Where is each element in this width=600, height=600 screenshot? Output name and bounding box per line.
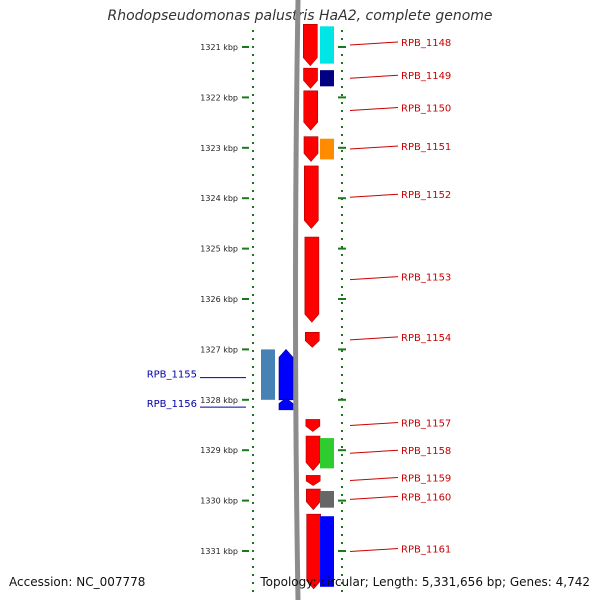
ruler-label: 1321 kbp xyxy=(200,43,238,52)
gene-label-rpb-1155[interactable]: RPB_1155 xyxy=(147,370,197,381)
gene-arrow-rpb-1158[interactable] xyxy=(305,435,321,471)
label-leader xyxy=(349,145,399,150)
gene-arrow-rpb-1159[interactable] xyxy=(305,475,321,486)
gene-arrow-rpb-1154[interactable] xyxy=(304,331,320,348)
gene-band-rpb-1148 xyxy=(320,26,334,64)
gene-label-rpb-1150[interactable]: RPB_1150 xyxy=(401,104,451,115)
gene-band-rpb-1155 xyxy=(261,349,275,400)
label-leader xyxy=(349,41,399,46)
gene-arrow-rpb-1153[interactable] xyxy=(304,236,320,323)
gene-band-rpb-1149 xyxy=(320,70,334,87)
gene-label-rpb-1161[interactable]: RPB_1161 xyxy=(401,545,451,556)
gene-band-rpb-1151 xyxy=(320,138,334,160)
gene-arrow-rpb-1148[interactable] xyxy=(303,24,318,67)
ruler-label: 1326 kbp xyxy=(200,295,238,304)
label-leader xyxy=(349,495,399,500)
label-leader xyxy=(349,449,399,454)
gene-label-rpb-1152[interactable]: RPB_1152 xyxy=(401,190,451,201)
ruler-label: 1328 kbp xyxy=(200,396,238,405)
gene-label-rpb-1149[interactable]: RPB_1149 xyxy=(401,71,451,82)
ruler-label: 1327 kbp xyxy=(200,345,238,354)
gene-arrow-rpb-1150[interactable] xyxy=(303,90,319,131)
gene-label-rpb-1157[interactable]: RPB_1157 xyxy=(401,419,451,430)
gene-band-rpb-1158 xyxy=(320,438,334,469)
gene-band-rpb-1161 xyxy=(320,516,334,587)
gene-arrow-rpb-1160[interactable] xyxy=(306,488,321,511)
gene-arrow-rpb-1149[interactable] xyxy=(303,67,318,89)
genome-summary-text: Topology: circular; Length: 5,331,656 bp… xyxy=(260,575,590,589)
label-leader xyxy=(349,422,399,427)
ruler-label: 1323 kbp xyxy=(200,144,238,153)
gene-label-rpb-1160[interactable]: RPB_1160 xyxy=(401,492,451,503)
ruler-label: 1329 kbp xyxy=(200,446,238,455)
gene-track xyxy=(261,24,334,590)
gene-label-rpb-1151[interactable]: RPB_1151 xyxy=(401,142,451,153)
ruler-label: 1322 kbp xyxy=(200,93,238,102)
accession-text: Accession: NC_007778 xyxy=(9,575,146,589)
gene-labels: RPB_1148 RPB_1149 RPB_1150 RPB_1151 RPB_1152… xyxy=(147,38,452,556)
gene-arrow-rpb-1155[interactable] xyxy=(278,348,294,401)
gene-arrow-rpb-1161[interactable] xyxy=(306,513,321,590)
ruler: 1321 kbp 1322 kbp 1323 kbp 1324 kbp 1325 kbp… xyxy=(200,30,346,595)
gene-label-rpb-1156[interactable]: RPB_1156 xyxy=(147,399,197,410)
gene-arrow-rpb-1157[interactable] xyxy=(305,419,321,432)
gene-label-rpb-1154[interactable]: RPB_1154 xyxy=(401,333,451,344)
ruler-label: 1324 kbp xyxy=(200,194,238,203)
gene-band-rpb-1160 xyxy=(320,491,334,508)
ruler-label: 1330 kbp xyxy=(200,497,238,506)
label-leader xyxy=(349,336,399,341)
label-leader xyxy=(349,74,399,79)
ruler-label: 1325 kbp xyxy=(200,245,238,254)
label-leader xyxy=(349,193,399,198)
gene-arrow-rpb-1152[interactable] xyxy=(304,165,319,229)
gene-arrow-rpb-1156[interactable] xyxy=(278,397,294,411)
gene-label-rpb-1153[interactable]: RPB_1153 xyxy=(401,273,451,284)
ruler-label: 1331 kbp xyxy=(200,547,238,556)
label-leader xyxy=(349,476,399,481)
gene-arrow-rpb-1151[interactable] xyxy=(303,136,319,162)
label-leader xyxy=(349,548,399,553)
label-leader xyxy=(349,107,399,112)
genome-backbone xyxy=(293,0,301,600)
gene-label-rpb-1158[interactable]: RPB_1158 xyxy=(401,446,451,457)
label-leader xyxy=(349,276,399,281)
gene-label-rpb-1148[interactable]: RPB_1148 xyxy=(401,38,451,49)
gene-label-rpb-1159[interactable]: RPB_1159 xyxy=(401,473,451,484)
